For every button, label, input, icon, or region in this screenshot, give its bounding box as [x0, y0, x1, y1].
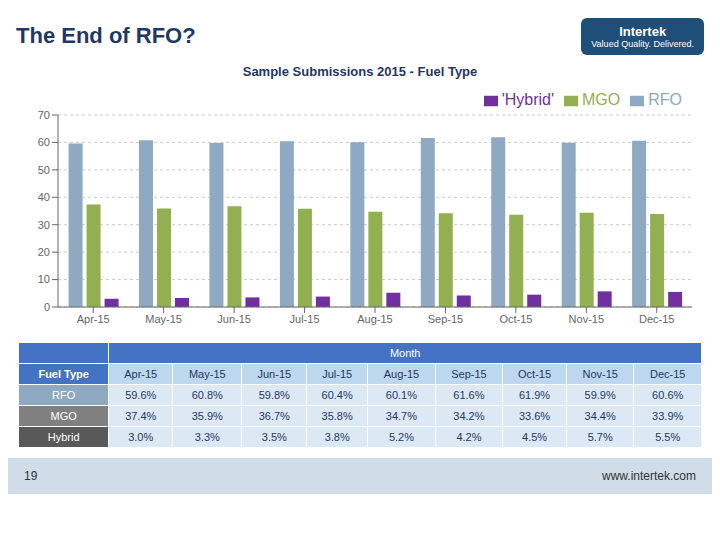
html-text:'Hybrid': 'Hybrid' [501, 91, 554, 108]
html-text:36.7%: 36.7% [258, 410, 290, 422]
html-text:Oct-15: Oct-15 [518, 368, 552, 380]
html-text:5.2%: 5.2% [388, 431, 414, 443]
html-text:Valued Quality. Delivered.: Valued Quality. Delivered. [591, 38, 694, 49]
html-text:Intertek: Intertek [619, 23, 667, 39]
svg-text:70: 70 [38, 109, 50, 121]
svg-text:Apr-15: Apr-15 [77, 313, 110, 325]
html-text:19: 19 [24, 469, 38, 483]
svg-text:10: 10 [38, 273, 50, 285]
html-text:Aug-15: Aug-15 [383, 368, 420, 380]
html-text:MGO: MGO [582, 91, 621, 108]
html-text:61.9%: 61.9% [519, 389, 551, 401]
svg-text:May-15: May-15 [145, 313, 182, 325]
html-text:59.8%: 59.8% [258, 389, 290, 401]
html-text:5.5%: 5.5% [655, 431, 681, 443]
svg-text:Nov-15: Nov-15 [569, 313, 604, 325]
svg-text:Dec-15: Dec-15 [639, 313, 674, 325]
svg-text:Jun-15: Jun-15 [217, 313, 251, 325]
html-text:Sep-15: Sep-15 [451, 368, 487, 380]
html-text:Hybrid: Hybrid [47, 431, 80, 443]
html-text:33.6%: 33.6% [519, 410, 551, 422]
html-text:Nov-15: Nov-15 [582, 368, 618, 380]
html-text:www.intertek.com: www.intertek.com [602, 469, 696, 483]
html-text:RFO: RFO [52, 389, 76, 401]
html-text:33.9%: 33.9% [652, 410, 684, 422]
html-text:Dec-15: Dec-15 [650, 368, 686, 380]
html-text:34.2%: 34.2% [453, 410, 485, 422]
html-text:34.4%: 34.4% [584, 410, 616, 422]
html-text:35.8%: 35.8% [321, 410, 353, 422]
html-text:The End of RFO?: The End of RFO? [16, 23, 196, 48]
svg-text:60: 60 [38, 136, 50, 148]
svg-text:0: 0 [44, 301, 50, 313]
html-text:61.6%: 61.6% [453, 389, 485, 401]
html-text:5.7%: 5.7% [587, 431, 613, 443]
html-text:59.6%: 59.6% [125, 389, 157, 401]
html-text:60.8%: 60.8% [191, 389, 223, 401]
html-text:60.6%: 60.6% [652, 389, 684, 401]
html-text:Fuel Type: Fuel Type [38, 368, 89, 380]
html-text:3.5%: 3.5% [261, 431, 287, 443]
html-text:4.5%: 4.5% [522, 431, 548, 443]
svg-text:Jul-15: Jul-15 [290, 313, 320, 325]
svg-text:Sep-15: Sep-15 [428, 313, 463, 325]
html-text:59.9%: 59.9% [584, 389, 616, 401]
html-text:37.4%: 37.4% [125, 410, 157, 422]
html-text:3.0%: 3.0% [128, 431, 154, 443]
svg-text:30: 30 [38, 219, 50, 231]
html-text:4.2%: 4.2% [456, 431, 482, 443]
html-text:RFO: RFO [648, 91, 682, 108]
html-text:34.7%: 34.7% [385, 410, 417, 422]
svg-text:40: 40 [38, 191, 50, 203]
html-text:May-15: May-15 [188, 368, 226, 380]
html-text:Month: Month [389, 347, 421, 359]
html-text:3.3%: 3.3% [194, 431, 220, 443]
svg-text:Oct-15: Oct-15 [499, 313, 532, 325]
svg-text:20: 20 [38, 246, 50, 258]
html-text:Apr-15: Apr-15 [124, 368, 158, 380]
svg-text:Aug-15: Aug-15 [357, 313, 392, 325]
html-text:3.8%: 3.8% [324, 431, 350, 443]
html-text:Sample Submissions 2015 - Fuel: Sample Submissions 2015 - Fuel Type [242, 64, 478, 79]
html-text:MGO: MGO [50, 410, 77, 422]
html-text:60.4%: 60.4% [321, 389, 353, 401]
html-text:35.9%: 35.9% [191, 410, 223, 422]
html-text:Jun-15: Jun-15 [257, 368, 292, 380]
html-text:Jul-15: Jul-15 [322, 368, 353, 380]
svg-text:50: 50 [38, 164, 50, 176]
html-text:60.1%: 60.1% [385, 389, 417, 401]
